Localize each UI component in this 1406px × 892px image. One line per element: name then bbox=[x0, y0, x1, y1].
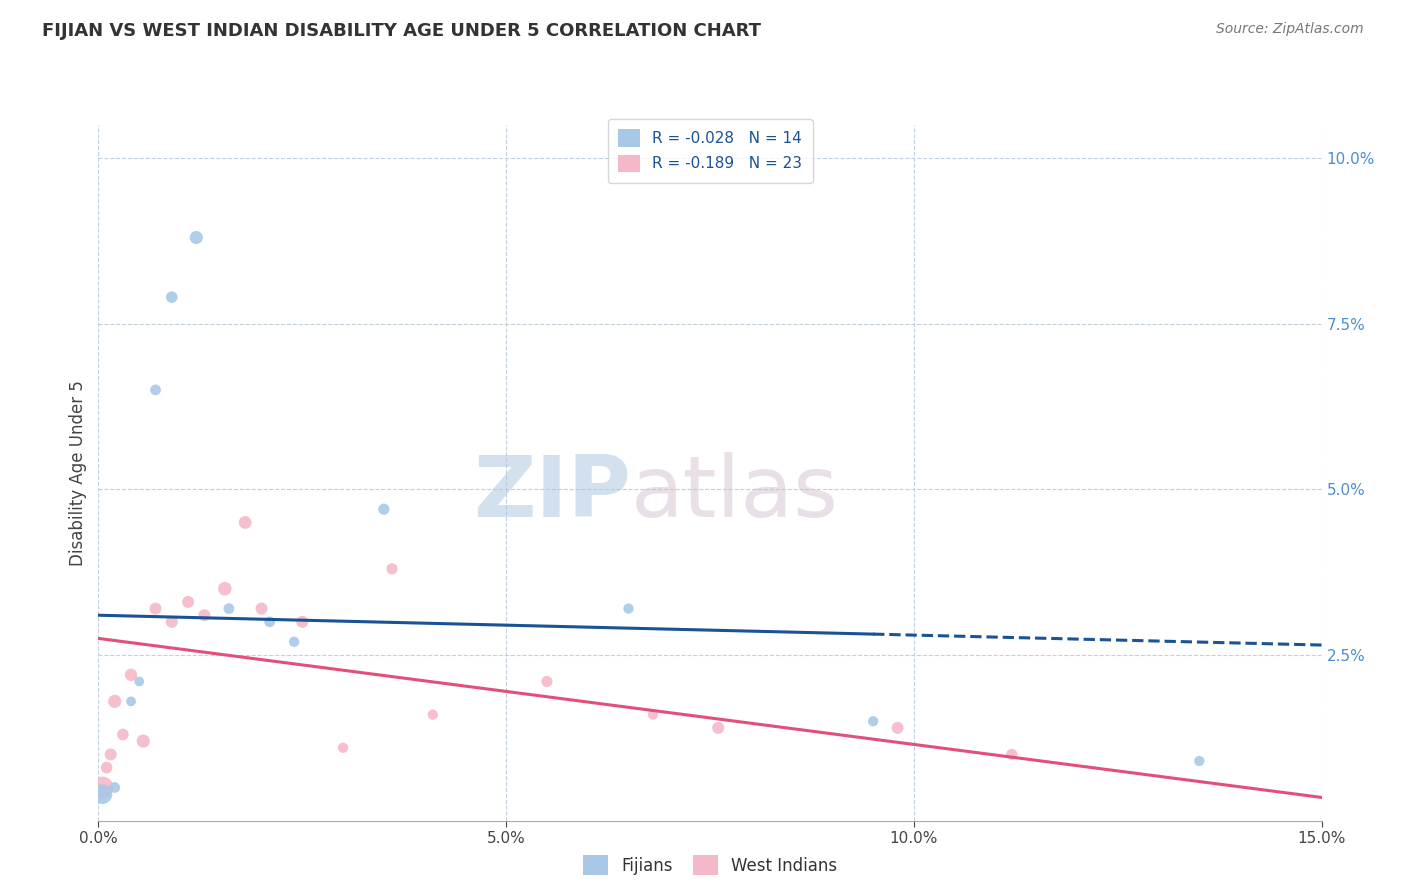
Point bbox=[91, 780, 114, 795]
Legend: Fijians, West Indians: Fijians, West Indians bbox=[576, 848, 844, 882]
Point bbox=[104, 694, 127, 708]
Point bbox=[132, 734, 155, 748]
Point bbox=[381, 562, 404, 576]
Point bbox=[96, 761, 118, 775]
Point bbox=[291, 615, 314, 629]
Text: FIJIAN VS WEST INDIAN DISABILITY AGE UNDER 5 CORRELATION CHART: FIJIAN VS WEST INDIAN DISABILITY AGE UND… bbox=[42, 22, 761, 40]
Text: ZIP: ZIP bbox=[472, 452, 630, 535]
Point bbox=[91, 787, 114, 801]
Point bbox=[145, 601, 167, 615]
Point bbox=[332, 740, 354, 755]
Point bbox=[160, 615, 183, 629]
Y-axis label: Disability Age Under 5: Disability Age Under 5 bbox=[69, 380, 87, 566]
Text: Source: ZipAtlas.com: Source: ZipAtlas.com bbox=[1216, 22, 1364, 37]
Point bbox=[1001, 747, 1024, 762]
Point bbox=[707, 721, 730, 735]
Point bbox=[104, 780, 127, 795]
Point bbox=[160, 290, 183, 304]
Point bbox=[862, 714, 884, 729]
Point bbox=[536, 674, 558, 689]
Point bbox=[422, 707, 444, 722]
Point bbox=[120, 668, 142, 682]
Point bbox=[186, 230, 208, 244]
Point bbox=[886, 721, 908, 735]
Point bbox=[233, 516, 256, 530]
Text: atlas: atlas bbox=[630, 452, 838, 535]
Point bbox=[177, 595, 200, 609]
Point bbox=[120, 694, 142, 708]
Point bbox=[250, 601, 273, 615]
Point bbox=[193, 608, 215, 623]
Point bbox=[373, 502, 395, 516]
Point bbox=[641, 707, 664, 722]
Point bbox=[218, 601, 240, 615]
Point bbox=[111, 727, 134, 741]
Point bbox=[100, 747, 122, 762]
Point bbox=[128, 674, 150, 689]
Point bbox=[259, 615, 281, 629]
Point bbox=[1188, 754, 1211, 768]
Point bbox=[145, 383, 167, 397]
Point bbox=[214, 582, 236, 596]
Point bbox=[617, 601, 640, 615]
Point bbox=[283, 634, 305, 648]
